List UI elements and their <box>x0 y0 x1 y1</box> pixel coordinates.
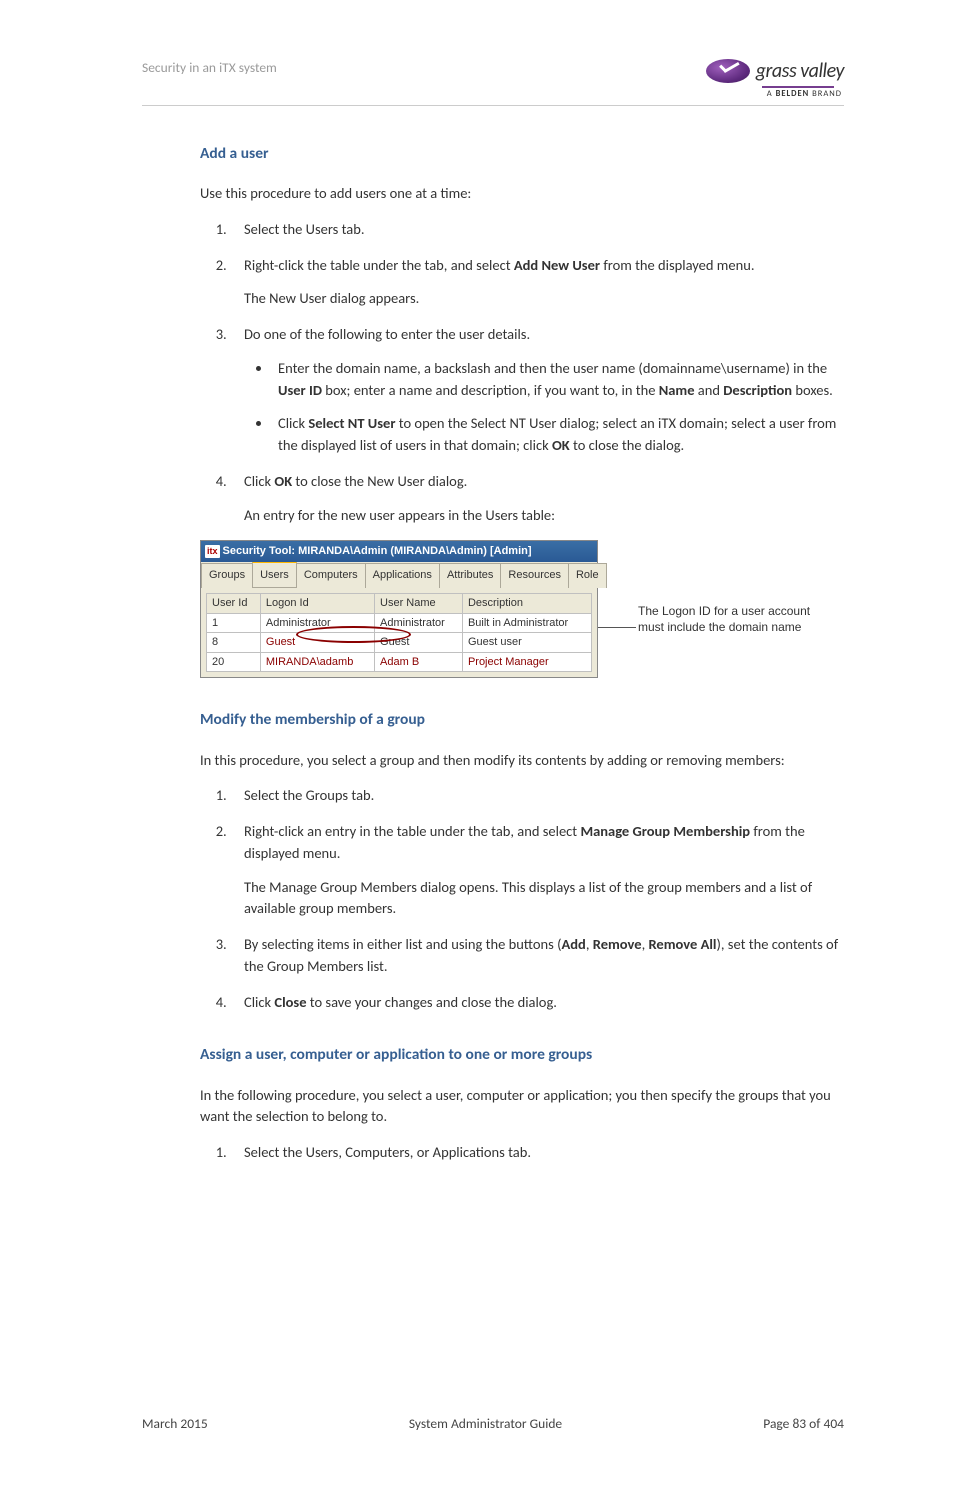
table-header-row: User Id Logon Id User Name Description <box>207 594 592 614</box>
tab-groups[interactable]: Groups <box>201 563 253 589</box>
page-footer: March 2015 System Administrator Guide Pa… <box>142 1414 844 1434</box>
col-logon-id[interactable]: Logon Id <box>260 594 374 614</box>
tab-resources[interactable]: Resources <box>500 563 569 589</box>
s2-step-3: By selecting items in either list and us… <box>230 934 844 978</box>
callout-text: The Logon ID for a user account must inc… <box>638 603 838 635</box>
s1-intro: Use this procedure to add users one at a… <box>200 183 844 205</box>
s2-steps: Select the Groups tab. Right-click an en… <box>230 785 844 1013</box>
section-heading-assign-groups: Assign a user, computer or application t… <box>200 1043 844 1066</box>
window-titlebar: itx Security Tool: MIRANDA\Admin (MIRAND… <box>201 541 597 562</box>
window-title-text: Security Tool: MIRANDA\Admin (MIRANDA\Ad… <box>223 543 532 560</box>
tab-attributes[interactable]: Attributes <box>439 563 501 589</box>
s1-step-4: Click OK to close the New User dialog. A… <box>230 471 844 527</box>
s1-steps: Select the Users tab. Right-click the ta… <box>230 219 844 527</box>
s3-steps: Select the Users, Computers, or Applicat… <box>230 1142 844 1164</box>
col-user-id[interactable]: User Id <box>207 594 261 614</box>
s1-step-3-bullets: Enter the domain name, a backslash and t… <box>272 358 844 457</box>
logo-subtext: A BELDEN BRAND <box>706 88 844 101</box>
tab-role[interactable]: Role <box>568 563 607 589</box>
security-tool-figure: itx Security Tool: MIRANDA\Admin (MIRAND… <box>200 540 844 678</box>
callout-connector-icon <box>598 627 636 628</box>
footer-page: Page 83 of 404 <box>763 1414 844 1434</box>
page-header: Security in an iTX system grass valley A… <box>142 56 844 106</box>
tab-applications[interactable]: Applications <box>365 563 440 589</box>
s1-step-1: Select the Users tab. <box>230 219 844 241</box>
s3-step-1: Select the Users, Computers, or Applicat… <box>230 1142 844 1164</box>
s2-step-2: Right-click an entry in the table under … <box>230 821 844 920</box>
table-row[interactable]: 20 MIRANDA\adamb Adam B Project Manager <box>207 652 592 672</box>
tab-users[interactable]: Users <box>252 562 297 588</box>
s1-step-2: Right-click the table under the tab, and… <box>230 255 844 311</box>
tab-computers[interactable]: Computers <box>296 563 366 589</box>
header-section-text: Security in an iTX system <box>142 56 277 78</box>
footer-title: System Administrator Guide <box>409 1414 562 1434</box>
users-table[interactable]: User Id Logon Id User Name Description 1… <box>206 593 592 672</box>
table-row[interactable]: 8 Guest Guest Guest user <box>207 633 592 653</box>
section-heading-add-user: Add a user <box>200 142 844 165</box>
logo-mark-icon <box>706 59 750 83</box>
s1-step-3: Do one of the following to enter the use… <box>230 324 844 457</box>
logo-text: grass valley <box>756 56 844 86</box>
section-heading-modify-group: Modify the membership of a group <box>200 708 844 731</box>
itx-badge-icon: itx <box>205 545 220 559</box>
col-description[interactable]: Description <box>462 594 591 614</box>
brand-logo: grass valley A BELDEN BRAND <box>706 56 844 101</box>
tab-row: Groups Users Computers Applications Attr… <box>201 562 597 589</box>
s2-step-1: Select the Groups tab. <box>230 785 844 807</box>
table-row[interactable]: 1 Administrator Administrator Built in A… <box>207 613 592 633</box>
s2-step-4: Click Close to save your changes and clo… <box>230 992 844 1014</box>
s2-intro: In this procedure, you select a group an… <box>200 750 844 772</box>
security-tool-window: itx Security Tool: MIRANDA\Admin (MIRAND… <box>200 540 598 678</box>
col-user-name[interactable]: User Name <box>375 594 463 614</box>
s3-intro: In the following procedure, you select a… <box>200 1085 844 1129</box>
footer-date: March 2015 <box>142 1414 208 1434</box>
